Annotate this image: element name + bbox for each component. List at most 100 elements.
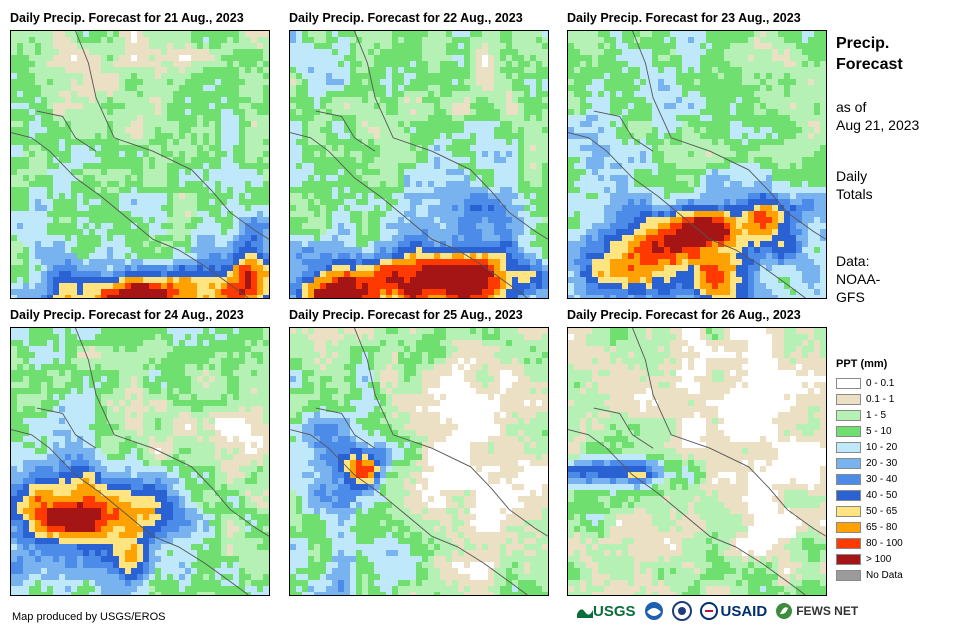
legend-label: 30 - 40	[866, 474, 898, 485]
as-of-line1: as of	[836, 99, 867, 115]
fewsnet-leaf-icon	[776, 603, 793, 619]
legend-swatch	[836, 538, 861, 549]
legend-item: 80 - 100	[836, 537, 903, 550]
legend-item: No Data	[836, 569, 903, 582]
precip-raster	[290, 328, 548, 595]
footer-credit: Map produced by USGS/EROS	[12, 611, 166, 623]
map-panel-aug23[interactable]	[567, 30, 827, 299]
map-title-aug25: Daily Precip. Forecast for 25 Aug., 2023	[289, 308, 523, 322]
precip-raster	[568, 328, 826, 595]
coastline	[75, 328, 269, 537]
precip-raster	[11, 328, 269, 595]
map-panel-aug22[interactable]	[289, 30, 549, 299]
legend-swatch	[836, 458, 861, 469]
legend-item: 40 - 50	[836, 489, 897, 502]
precip-raster	[568, 31, 826, 298]
fewsnet-logo-text: FEWS NET	[796, 604, 859, 618]
legend-label: 40 - 50	[866, 490, 898, 501]
map-title-aug23: Daily Precip. Forecast for 23 Aug., 2023	[567, 11, 801, 25]
legend-swatch	[836, 442, 861, 453]
dhs-seal-icon	[671, 601, 692, 621]
legend-label: > 100	[866, 554, 892, 565]
legend-label: 0.1 - 1	[866, 394, 895, 405]
legend-item: 20 - 30	[836, 457, 897, 470]
side-title-line1: Precip.	[836, 35, 890, 52]
fewsnet-logo: FEWS NET	[775, 602, 858, 620]
legend-label: 10 - 20	[866, 442, 898, 453]
legend-item: 5 - 10	[836, 425, 892, 438]
coastline	[11, 429, 249, 595]
legend-item: 1 - 5	[836, 409, 886, 422]
country-border	[593, 110, 654, 152]
legend-item: > 100	[836, 553, 891, 566]
legend-swatch	[836, 490, 861, 501]
legend-item: 50 - 65	[836, 505, 897, 518]
usaid-logo: USAID	[699, 602, 768, 620]
legend-swatch	[836, 554, 861, 565]
usaid-seal-icon	[699, 602, 718, 620]
legend-item: 30 - 40	[836, 473, 897, 486]
precip-raster	[11, 31, 269, 298]
coastline	[290, 429, 528, 595]
map-title-aug26: Daily Precip. Forecast for 26 Aug., 2023	[567, 308, 801, 322]
noaa-logo-icon	[644, 602, 663, 620]
legend-swatch	[836, 410, 861, 421]
coastline	[632, 328, 826, 537]
map-title-aug22: Daily Precip. Forecast for 22 Aug., 2023	[289, 11, 523, 25]
legend-item: 0 - 0.1	[836, 377, 894, 390]
agency-logos: USGS USAID FEWS NET	[577, 601, 858, 621]
data-source: Data: NOAA- GFS	[836, 252, 880, 306]
map-panel-aug25[interactable]	[289, 327, 549, 596]
legend-label: 1 - 5	[866, 410, 887, 421]
data-line2: NOAA-	[836, 271, 881, 287]
legend-title: PPT (mm)	[836, 358, 888, 370]
coastline	[354, 328, 548, 537]
side-title-line2: Forecast	[836, 56, 903, 73]
map-panel-aug24[interactable]	[10, 327, 270, 596]
legend-label: 80 - 100	[866, 538, 903, 549]
legend-swatch	[836, 394, 861, 405]
side-panel-title: Precip. Forecast	[836, 33, 903, 75]
totals-label: Daily Totals	[836, 167, 873, 203]
country-border	[593, 407, 654, 449]
country-border	[36, 110, 97, 152]
legend-label: 65 - 80	[866, 522, 898, 533]
map-panel-aug26[interactable]	[567, 327, 827, 596]
map-title-aug21: Daily Precip. Forecast for 21 Aug., 2023	[10, 11, 244, 25]
country-border	[315, 407, 376, 449]
totals-line2: Totals	[836, 186, 873, 202]
as-of-line2: Aug 21, 2023	[836, 117, 920, 133]
legend-label: 20 - 30	[866, 458, 898, 469]
legend-swatch	[836, 426, 861, 437]
data-line1: Data:	[836, 253, 870, 269]
coastline	[568, 132, 806, 298]
coastline	[632, 31, 826, 240]
legend-swatch	[836, 570, 861, 581]
country-border	[315, 110, 376, 152]
legend-label: 0 - 0.1	[866, 378, 895, 389]
legend-item: 0.1 - 1	[836, 393, 894, 406]
map-panel-aug21[interactable]	[10, 30, 270, 299]
coastline	[354, 31, 548, 240]
coastline	[290, 132, 528, 298]
precip-raster	[290, 31, 548, 298]
legend-label: 5 - 10	[866, 426, 892, 437]
legend-item: 65 - 80	[836, 521, 897, 534]
data-line3: GFS	[836, 289, 865, 305]
usgs-logo-text: USGS	[593, 602, 636, 620]
legend-swatch	[836, 378, 861, 389]
totals-line1: Daily	[836, 168, 868, 184]
legend-label: 50 - 65	[866, 506, 898, 517]
legend-swatch	[836, 522, 861, 533]
map-title-aug24: Daily Precip. Forecast for 24 Aug., 2023	[10, 308, 244, 322]
usgs-wave-icon	[577, 609, 593, 618]
usaid-logo-text: USAID	[720, 602, 768, 620]
country-border	[36, 407, 97, 449]
legend-swatch	[836, 506, 861, 517]
coastline	[75, 31, 269, 240]
legend-item: 10 - 20	[836, 441, 897, 454]
coastline	[11, 132, 249, 298]
legend-label: No Data	[866, 570, 903, 581]
coastline	[568, 429, 806, 595]
usgs-logo: USGS	[577, 603, 636, 620]
